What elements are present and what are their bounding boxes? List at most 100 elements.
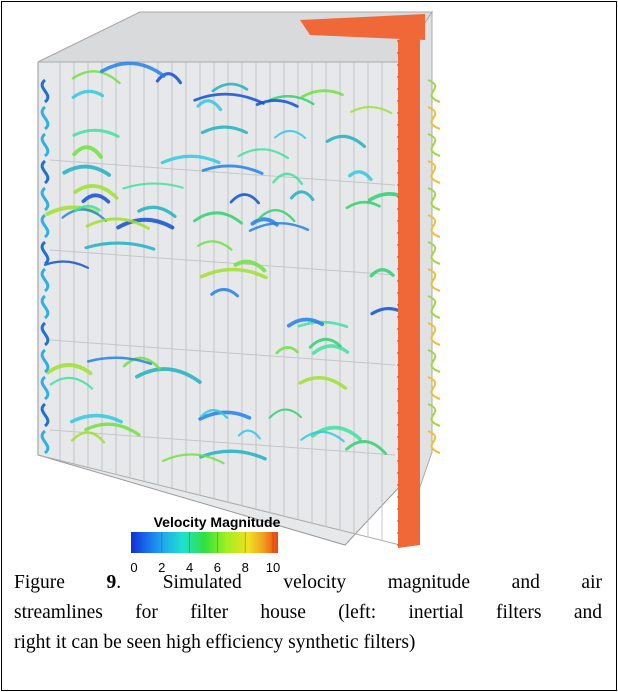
streamline	[427, 376, 441, 400]
caption-text: right it can be seen high efficiency syn…	[14, 632, 416, 653]
streamline	[74, 204, 101, 213]
caption-text: Figure	[14, 572, 107, 593]
caption-text: streamlines for filter house (left: iner…	[14, 602, 602, 623]
streamline	[72, 145, 103, 159]
streamline	[40, 294, 50, 320]
shelf	[49, 159, 396, 186]
streamline	[427, 214, 441, 238]
streamline	[300, 430, 345, 443]
shelf	[49, 429, 396, 456]
streamline	[237, 429, 261, 440]
streamline	[298, 376, 348, 390]
streamline	[274, 129, 307, 139]
streamline	[233, 259, 267, 273]
streamline	[40, 267, 50, 293]
streamline	[325, 134, 367, 149]
streamline	[196, 99, 223, 112]
streamline	[427, 79, 441, 103]
streamline	[286, 317, 325, 328]
streamline	[155, 72, 182, 85]
streamline	[198, 410, 252, 421]
streamline	[40, 402, 50, 428]
streamline	[40, 78, 50, 104]
streamline	[122, 182, 184, 190]
shelf	[49, 339, 396, 366]
streamline	[40, 213, 50, 239]
streamline	[427, 106, 441, 130]
streamline	[40, 240, 50, 266]
streamline	[275, 346, 299, 355]
streamline	[427, 295, 441, 319]
filter-house	[37, 10, 441, 548]
streamline	[86, 356, 153, 365]
caption: Figure 9. Simulated velocity magnitude a…	[14, 568, 602, 658]
streamline	[71, 70, 121, 85]
streamline	[40, 429, 50, 455]
streamline	[40, 186, 50, 212]
streamline	[40, 348, 50, 374]
streamline	[61, 208, 108, 223]
colorbar-tick-label: 2	[158, 560, 165, 575]
streamline	[427, 322, 441, 346]
caption-text: . Simulated velocity magnitude and air	[116, 572, 602, 593]
streamline	[116, 217, 175, 230]
streamline	[200, 125, 248, 135]
streamline	[40, 321, 50, 347]
streamline	[427, 187, 441, 211]
streamline	[427, 349, 441, 373]
streamline	[137, 205, 177, 219]
colorbar-tick-label: 10	[266, 560, 280, 575]
streamline	[49, 376, 94, 390]
streamline	[73, 184, 119, 200]
streamline	[81, 193, 111, 204]
streamline	[258, 209, 296, 223]
streamline	[272, 172, 304, 186]
streamline	[248, 221, 310, 232]
streamline	[71, 89, 105, 99]
streamline	[122, 356, 161, 371]
streamline	[40, 132, 50, 158]
streamline	[210, 287, 240, 298]
caption-line: streamlines for filter house (left: iner…	[14, 598, 602, 628]
streamline	[40, 105, 50, 131]
streamline	[308, 337, 342, 349]
streamline	[40, 159, 50, 185]
streamline	[85, 217, 150, 230]
streamline	[350, 106, 393, 115]
streamline	[250, 217, 279, 227]
colorbar-title: Velocity Magnitude	[154, 514, 281, 530]
colorbar-tick-label: 0	[130, 560, 137, 575]
streamline	[229, 193, 261, 205]
streamline	[297, 320, 349, 329]
colorbar	[131, 532, 278, 553]
streamline	[348, 170, 373, 182]
streamline	[84, 422, 141, 437]
streamline	[135, 367, 202, 384]
streamline	[427, 268, 441, 292]
streamline	[193, 92, 265, 105]
streamline	[40, 375, 50, 401]
streamline	[427, 241, 441, 265]
streamline	[211, 82, 249, 93]
streamline	[345, 200, 381, 210]
streamline	[161, 453, 225, 465]
streamline	[268, 408, 303, 419]
streamline	[199, 449, 267, 461]
streamline	[70, 431, 106, 444]
colorbar-tick-label: 8	[242, 560, 249, 575]
streamline	[289, 190, 315, 202]
streamline	[197, 240, 233, 251]
streamline	[201, 164, 264, 175]
streamline	[427, 133, 441, 157]
streamline	[45, 363, 93, 376]
streamline	[72, 128, 120, 138]
streamline	[69, 413, 123, 424]
streamline	[427, 430, 441, 454]
streamline	[427, 160, 441, 184]
shelf	[49, 249, 396, 276]
streamline	[311, 344, 350, 355]
streamline	[427, 403, 441, 427]
colorbar-tick-label: 4	[186, 560, 193, 575]
